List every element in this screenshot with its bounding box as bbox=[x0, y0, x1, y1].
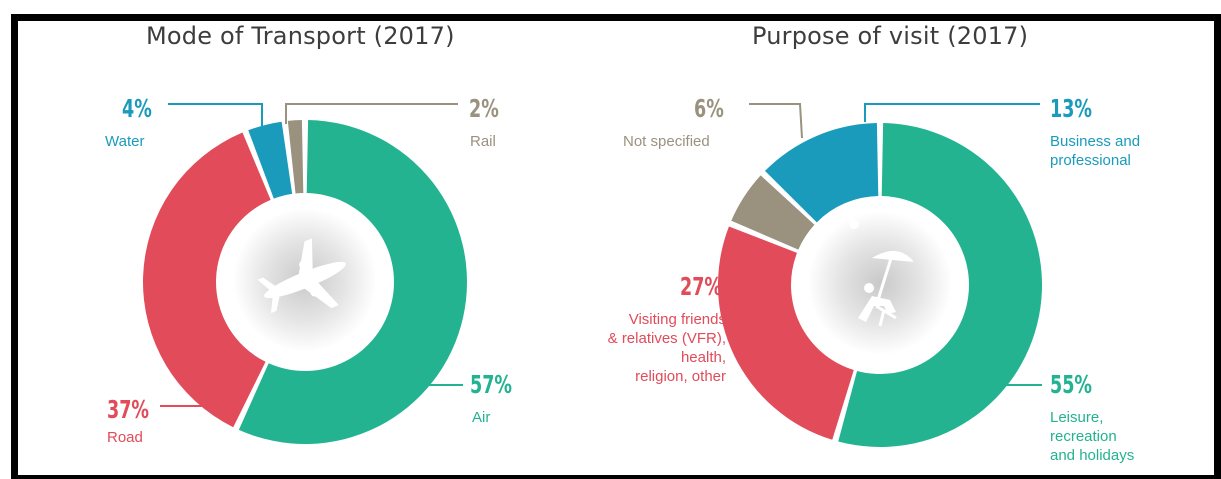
transport-donut bbox=[143, 120, 467, 444]
vfr-label-line-1: Visiting friends bbox=[628, 311, 726, 328]
slice-road bbox=[143, 132, 271, 428]
frame-border-left bbox=[11, 14, 18, 479]
frame-border-bottom bbox=[11, 475, 1221, 479]
transport-leader-lines bbox=[160, 103, 463, 407]
purpose-donut bbox=[717, 123, 1042, 448]
frame-border-right bbox=[1214, 14, 1221, 479]
leisure-label-line-2: recreation bbox=[1050, 428, 1117, 445]
purpose-chart-title: Purpose of visit (2017) bbox=[752, 22, 1029, 50]
business-percent: 13% bbox=[1050, 94, 1092, 123]
beach-chair-umbrella-icon bbox=[849, 219, 914, 327]
air-label: Air bbox=[472, 409, 491, 426]
slice-visiting-friends-relatives-vfr-health-religion-other bbox=[717, 226, 854, 440]
business-leader-line bbox=[864, 103, 1040, 122]
vfr-label-line-4: religion, other bbox=[635, 368, 726, 385]
rail-percent: 2% bbox=[469, 94, 499, 123]
water-label: Water bbox=[105, 133, 145, 150]
water-percent: 4% bbox=[122, 94, 152, 123]
transport-chart-title: Mode of Transport (2017) bbox=[146, 22, 455, 50]
purpose-leader-lines bbox=[739, 103, 1042, 386]
slice-water bbox=[248, 121, 293, 199]
business-label-line-2: professional bbox=[1050, 152, 1131, 169]
slice-rail bbox=[287, 120, 304, 194]
business-label-line-1: Business and bbox=[1050, 133, 1141, 150]
vfr-percent: 27% bbox=[680, 272, 722, 301]
frame-border-top bbox=[11, 14, 1221, 21]
road-percent: 37% bbox=[107, 395, 149, 424]
slice-air bbox=[238, 120, 467, 444]
rail-leader-line bbox=[285, 103, 458, 124]
slice-leisure-recreation-and-holidays bbox=[838, 123, 1042, 448]
leisure-label-line-1: Leisure, bbox=[1050, 409, 1104, 426]
air-percent: 57% bbox=[470, 370, 512, 399]
vfr-label-line-3: health, bbox=[680, 349, 726, 366]
slice-business-and-professional bbox=[764, 123, 879, 223]
not-specified-leader-line bbox=[749, 103, 803, 139]
not-specified-label: Not specified bbox=[623, 133, 710, 150]
vfr-label-line-2: & relatives (VFR), bbox=[607, 330, 726, 347]
slice-not-specified bbox=[731, 175, 815, 250]
airplane-icon bbox=[257, 238, 346, 314]
water-leader-line bbox=[168, 103, 263, 136]
leisure-percent: 55% bbox=[1050, 370, 1092, 399]
purpose-center-glow bbox=[808, 211, 952, 355]
rail-label: Rail bbox=[470, 133, 496, 150]
road-label: Road bbox=[107, 429, 143, 446]
not-specified-percent: 6% bbox=[694, 94, 724, 123]
leisure-label-line-3: and holidays bbox=[1050, 447, 1135, 464]
